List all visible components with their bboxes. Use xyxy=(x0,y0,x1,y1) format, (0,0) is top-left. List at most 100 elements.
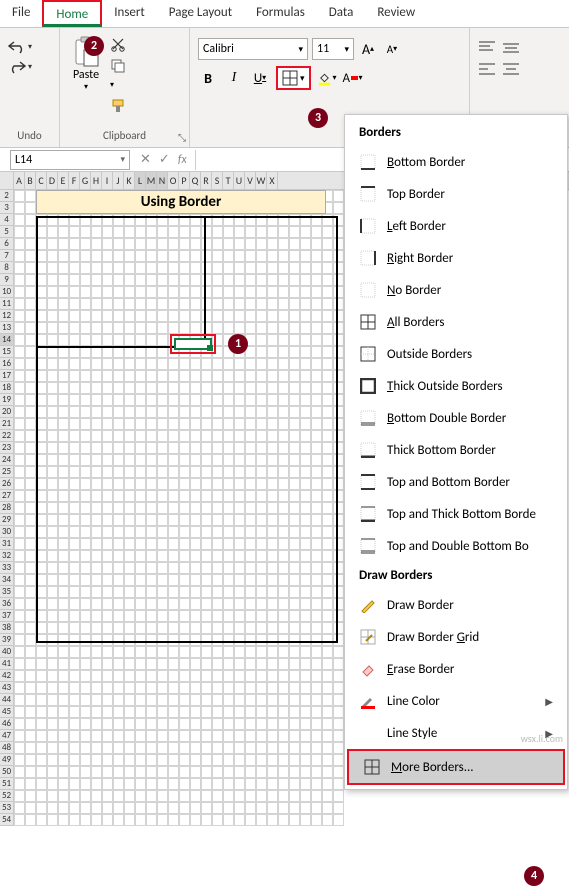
tab-formulas[interactable]: Formulas xyxy=(244,0,317,27)
row-header-20[interactable]: 20 xyxy=(0,406,14,418)
menu-item-more[interactable]: More Borders... xyxy=(347,749,565,785)
row-header-29[interactable]: 29 xyxy=(0,514,14,526)
tab-insert[interactable]: Insert xyxy=(102,0,157,27)
row-header-35[interactable]: 35 xyxy=(0,586,14,598)
format-painter-button[interactable] xyxy=(110,98,126,114)
redo-button[interactable]: ▾ xyxy=(8,60,51,74)
italic-button[interactable]: I xyxy=(224,68,244,88)
menu-item-thkb[interactable]: Thick Bottom Border xyxy=(345,434,567,466)
row-header-14[interactable]: 14 xyxy=(0,334,14,346)
row-header-16[interactable]: 16 xyxy=(0,358,14,370)
align-middle-button[interactable] xyxy=(502,40,520,54)
clipboard-launcher[interactable]: ⤡ xyxy=(178,131,186,144)
font-name-select[interactable]: Calibri▾ xyxy=(198,38,308,60)
col-header-T[interactable]: T xyxy=(223,172,234,189)
row-header-46[interactable]: 46 xyxy=(0,718,14,730)
fill-color-button[interactable]: ▾ xyxy=(317,68,337,88)
menu-item-none[interactable]: No Border xyxy=(345,274,567,306)
tab-file[interactable]: File xyxy=(0,0,42,27)
menu-item-thick[interactable]: Thick Outside Borders xyxy=(345,370,567,402)
menu-item-top[interactable]: Top Border xyxy=(345,178,567,210)
row-header-42[interactable]: 42 xyxy=(0,670,14,682)
col-header-W[interactable]: W xyxy=(256,172,267,189)
cut-button[interactable] xyxy=(110,36,126,52)
font-size-select[interactable]: 11▾ xyxy=(312,38,354,60)
row-header-25[interactable]: 25 xyxy=(0,466,14,478)
menu-item-drawg[interactable]: Draw Border Grid xyxy=(345,621,567,653)
row-header-44[interactable]: 44 xyxy=(0,694,14,706)
row-header-2[interactable]: 2 xyxy=(0,190,14,202)
col-header-L[interactable]: L xyxy=(135,172,146,189)
col-header-S[interactable]: S xyxy=(212,172,223,189)
bold-button[interactable]: B xyxy=(198,68,218,88)
align-center-button[interactable] xyxy=(502,62,520,76)
underline-button[interactable]: U▾ xyxy=(250,68,270,88)
col-header-U[interactable]: U xyxy=(234,172,245,189)
menu-item-erase[interactable]: Erase Border xyxy=(345,653,567,685)
row-header-11[interactable]: 11 xyxy=(0,298,14,310)
row-header-19[interactable]: 19 xyxy=(0,394,14,406)
row-header-26[interactable]: 26 xyxy=(0,478,14,490)
fx-button[interactable]: fx xyxy=(178,153,187,167)
menu-item-ttb[interactable]: Top and Thick Bottom Borde xyxy=(345,498,567,530)
row-header-21[interactable]: 21 xyxy=(0,418,14,430)
row-header-51[interactable]: 51 xyxy=(0,778,14,790)
col-header-X[interactable]: X xyxy=(267,172,278,189)
col-header-K[interactable]: K xyxy=(124,172,135,189)
row-header-54[interactable]: 54 xyxy=(0,814,14,826)
menu-item-outside[interactable]: Outside Borders xyxy=(345,338,567,370)
menu-item-draw[interactable]: Draw Border xyxy=(345,589,567,621)
row-header-23[interactable]: 23 xyxy=(0,442,14,454)
row-header-17[interactable]: 17 xyxy=(0,370,14,382)
row-header-5[interactable]: 5 xyxy=(0,226,14,238)
menu-item-color[interactable]: Line Color▶ xyxy=(345,685,567,717)
row-header-45[interactable]: 45 xyxy=(0,706,14,718)
col-header-E[interactable]: E xyxy=(58,172,69,189)
row-header-48[interactable]: 48 xyxy=(0,742,14,754)
row-header-9[interactable]: 9 xyxy=(0,274,14,286)
row-header-28[interactable]: 28 xyxy=(0,502,14,514)
row-header-49[interactable]: 49 xyxy=(0,754,14,766)
col-header-N[interactable]: N xyxy=(157,172,168,189)
row-header-43[interactable]: 43 xyxy=(0,682,14,694)
col-header-J[interactable]: J xyxy=(113,172,124,189)
row-header-7[interactable]: 7 xyxy=(0,250,14,262)
col-header-O[interactable]: O xyxy=(168,172,179,189)
col-header-Q[interactable]: Q xyxy=(190,172,201,189)
col-header-G[interactable]: G xyxy=(80,172,91,189)
tab-pagelayout[interactable]: Page Layout xyxy=(157,0,244,27)
tab-review[interactable]: Review xyxy=(365,0,427,27)
row-header-39[interactable]: 39 xyxy=(0,634,14,646)
row-header-4[interactable]: 4 xyxy=(0,214,14,226)
col-header-M[interactable]: M xyxy=(146,172,157,189)
col-header-D[interactable]: D xyxy=(47,172,58,189)
align-left-button[interactable] xyxy=(478,62,496,76)
row-header-22[interactable]: 22 xyxy=(0,430,14,442)
align-top-button[interactable] xyxy=(478,40,496,54)
menu-item-bottom[interactable]: Bottom Border xyxy=(345,146,567,178)
col-header-R[interactable]: R xyxy=(201,172,212,189)
row-header-36[interactable]: 36 xyxy=(0,598,14,610)
row-header-33[interactable]: 33 xyxy=(0,562,14,574)
tab-data[interactable]: Data xyxy=(317,0,366,27)
row-header-52[interactable]: 52 xyxy=(0,790,14,802)
row-header-8[interactable]: 8 xyxy=(0,262,14,274)
row-header-31[interactable]: 31 xyxy=(0,538,14,550)
menu-item-all[interactable]: All Borders xyxy=(345,306,567,338)
row-header-40[interactable]: 40 xyxy=(0,646,14,658)
increase-font-button[interactable]: A▴ xyxy=(358,39,378,59)
row-header-15[interactable]: 15 xyxy=(0,346,14,358)
row-header-27[interactable]: 27 xyxy=(0,490,14,502)
decrease-font-button[interactable]: A▾ xyxy=(382,39,402,59)
col-header-C[interactable]: C xyxy=(36,172,47,189)
row-header-53[interactable]: 53 xyxy=(0,802,14,814)
row-header-32[interactable]: 32 xyxy=(0,550,14,562)
copy-button[interactable]: ▾ xyxy=(110,58,126,92)
row-header-38[interactable]: 38 xyxy=(0,622,14,634)
menu-item-left[interactable]: Left Border xyxy=(345,210,567,242)
row-header-3[interactable]: 3 xyxy=(0,202,14,214)
row-header-12[interactable]: 12 xyxy=(0,310,14,322)
undo-button[interactable]: ▾ xyxy=(8,40,51,54)
row-header-47[interactable]: 47 xyxy=(0,730,14,742)
tab-home[interactable]: Home xyxy=(42,0,102,27)
